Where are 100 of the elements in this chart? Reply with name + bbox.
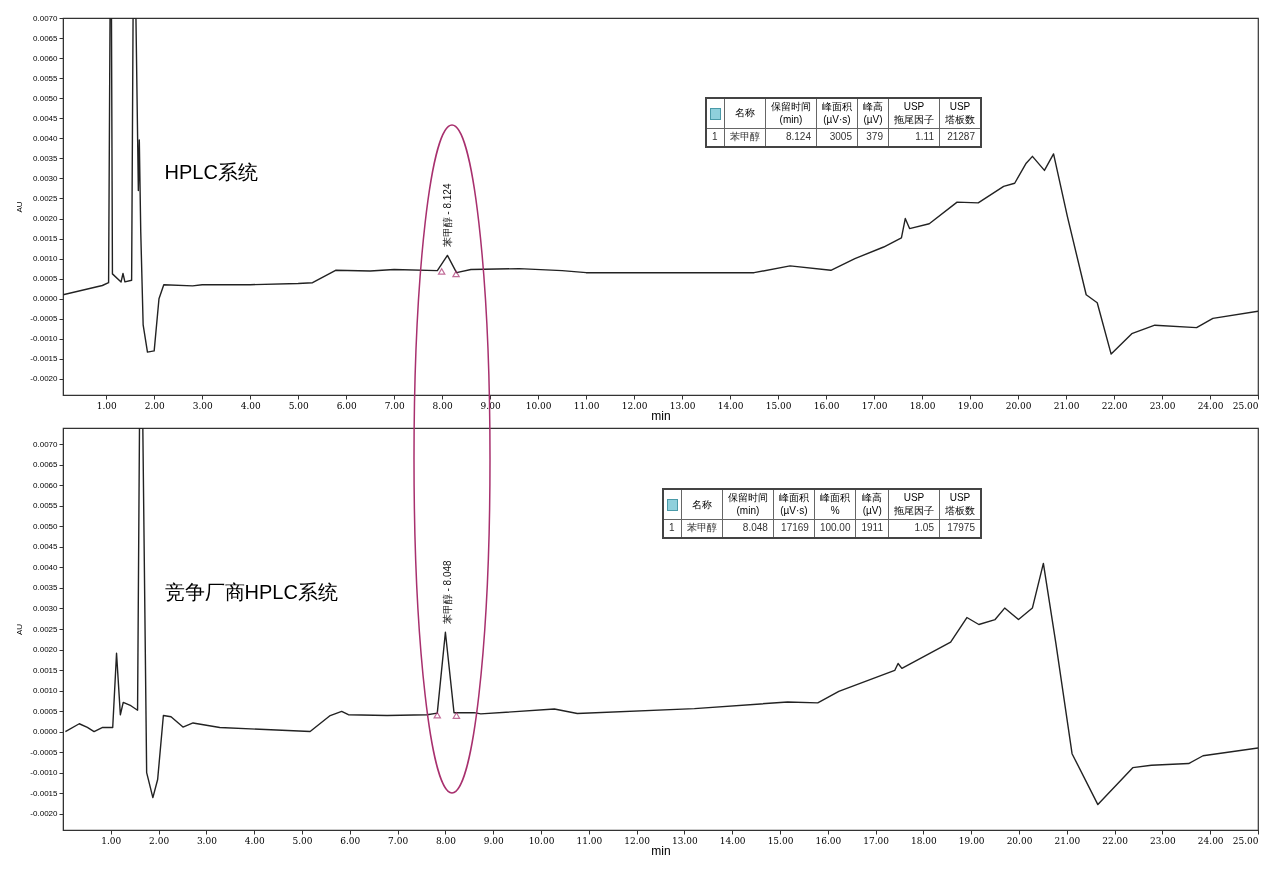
- x-tick-label: 6.00: [336, 400, 357, 411]
- x-tick-label: 11.00: [576, 835, 603, 846]
- annotation: USP 拖尾因子: [888, 98, 940, 129]
- annotation: 峰高 (µV): [857, 98, 889, 129]
- y-tick-label: 0.0060: [33, 53, 59, 63]
- annotation: 苯甲醇: [724, 128, 766, 147]
- x-tick-label: 15.00: [765, 400, 792, 411]
- x-axis-title: min: [651, 843, 671, 858]
- y-tick-label: 0.0045: [33, 542, 59, 552]
- x-tick-label: 9.00: [483, 835, 504, 846]
- y-tick-label: 0.0005: [33, 706, 59, 716]
- y-tick-label: 0.0050: [33, 521, 59, 531]
- annotation: 1.11: [888, 128, 940, 147]
- y-tick-label: 0.0035: [33, 583, 59, 593]
- annotation: 3005: [816, 128, 858, 147]
- annotation: 峰面积 %: [814, 489, 856, 520]
- annotation: 8.124: [765, 128, 817, 147]
- x-tick-label: 24.00: [1197, 400, 1224, 411]
- y-axis-title: AU: [15, 623, 25, 636]
- annotation: 1: [662, 519, 682, 538]
- x-tick-label: 2.00: [149, 835, 170, 846]
- annotation: 峰高 (µV): [855, 489, 889, 520]
- x-tick-label: 15.00: [767, 835, 794, 846]
- y-tick-label: -0.0015: [30, 788, 59, 798]
- annotation: 保留时间 (min): [765, 98, 817, 129]
- y-tick-label: 0.0040: [33, 133, 59, 143]
- y-tick-label: 0.0015: [33, 665, 59, 675]
- x-tick-label: 22.00: [1102, 835, 1129, 846]
- y-tick-label: -0.0010: [30, 334, 59, 344]
- x-tick-label: 23.00: [1150, 835, 1177, 846]
- x-tick-label: 7.00: [388, 835, 409, 846]
- annotation: 苯甲醇 - 8.048: [441, 559, 453, 625]
- annotation: USP 塔板数: [939, 98, 981, 129]
- y-tick-label: 0.0005: [33, 274, 59, 284]
- y-tick-label: 0.0025: [33, 193, 59, 203]
- y-tick-label: 0.0045: [33, 113, 59, 123]
- y-axis-title: AU: [15, 201, 25, 213]
- x-tick-label: 16.00: [813, 400, 840, 411]
- y-tick-label: 0.0055: [33, 73, 59, 83]
- annotation: 峰面积 (µV·s): [773, 489, 815, 520]
- annotation: USP 拖尾因子: [888, 489, 940, 520]
- y-tick-label: 0.0060: [33, 480, 59, 490]
- x-tick-label: 19.00: [957, 400, 984, 411]
- x-tick-label: 5.00: [292, 835, 313, 846]
- text: 竞争厂商HPLC系统: [164, 580, 338, 603]
- y-tick-label: -0.0005: [30, 314, 59, 324]
- x-tick-label: 6.00: [340, 835, 361, 846]
- y-tick-label: 0.0070: [33, 439, 59, 449]
- x-tick-label: 20.00: [1005, 400, 1032, 411]
- y-tick-label: 0.0065: [33, 460, 59, 470]
- annotation: 名称: [724, 98, 766, 129]
- x-tick-label: 13.00: [669, 400, 696, 411]
- x-tick-label: 11.00: [573, 400, 600, 411]
- y-tick-label: 0.0030: [33, 603, 59, 613]
- annotation: 1911: [855, 519, 889, 538]
- y-tick-label: -0.0020: [30, 374, 59, 384]
- annotation: 17169: [773, 519, 815, 538]
- x-tick-label: 5.00: [288, 400, 309, 411]
- y-tick-label: -0.0005: [30, 747, 59, 757]
- annotation: 21287: [939, 128, 981, 147]
- x-tick-label: 8.00: [432, 400, 453, 411]
- y-tick-label: 0.0065: [33, 33, 59, 43]
- x-tick-label: 14.00: [719, 835, 746, 846]
- y-tick-label: -0.0015: [30, 354, 59, 364]
- y-tick-label: 0.0010: [33, 254, 59, 264]
- y-tick-label: 0.0055: [33, 501, 59, 511]
- annotation: 峰面积 (µV·s): [816, 98, 858, 129]
- x-tick-label: 10.00: [528, 835, 555, 846]
- x-tick-label: 19.00: [958, 835, 985, 846]
- x-tick-label: 10.00: [525, 400, 552, 411]
- x-axis-title: min: [651, 408, 671, 423]
- x-tick-label: 24.00: [1197, 835, 1224, 846]
- y-tick-label: 0.0015: [33, 234, 59, 244]
- annotation: 保留时间 (min): [722, 489, 774, 520]
- y-tick-label: 0.0050: [33, 93, 59, 103]
- y-tick-label: 0.0040: [33, 562, 59, 572]
- x-tick-label: 2.00: [144, 400, 165, 411]
- y-tick-label: 0.0035: [33, 153, 59, 163]
- x-tick-label: 3.00: [196, 835, 218, 846]
- y-tick-label: 0.0070: [33, 13, 59, 23]
- x-tick-label: 12.00: [621, 400, 648, 411]
- annotation: 17975: [939, 519, 981, 538]
- x-tick-label: 1.00: [96, 400, 117, 411]
- annotation: 379: [857, 128, 889, 147]
- x-tick-label: 20.00: [1006, 835, 1033, 846]
- annotation: 1.05: [888, 519, 940, 538]
- annotation: 苯甲醇: [681, 519, 723, 538]
- x-tick-label: 4.00: [244, 835, 265, 846]
- y-tick-label: 0.0020: [33, 214, 59, 224]
- x-tick-label: 8.00: [435, 835, 457, 846]
- y-tick-label: 0.0000: [33, 294, 59, 304]
- x-tick-label: 25.00: [1232, 400, 1259, 411]
- x-tick-label: 3.00: [192, 400, 213, 411]
- x-tick-label: 17.00: [863, 835, 890, 846]
- y-tick-label: -0.0020: [30, 809, 59, 819]
- y-tick-label: 0.0030: [33, 173, 59, 183]
- x-tick-label: 18.00: [909, 400, 936, 411]
- annotation: 100.00: [814, 519, 856, 538]
- y-tick-label: -0.0010: [30, 768, 59, 778]
- annotation: 8.048: [722, 519, 774, 538]
